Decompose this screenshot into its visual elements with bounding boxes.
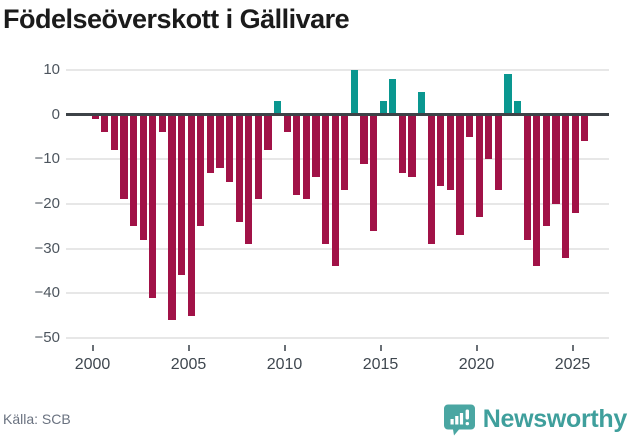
y-axis-label--50: −50 <box>34 329 60 346</box>
bar-2004-H2[interactable] <box>177 114 186 276</box>
bar-2024-H1[interactable] <box>552 114 560 204</box>
y-axis-label--20: −20 <box>34 194 60 212</box>
bar-2001-H2[interactable] <box>120 114 128 200</box>
bar-2008-H1[interactable] <box>245 114 253 245</box>
newsworthy-logo[interactable]: Newsworthy <box>443 402 627 436</box>
y-axis-label--30: −30 <box>34 239 60 257</box>
source-label: Källa: SCB <box>3 411 71 427</box>
bar-2000-H1[interactable] <box>91 114 99 119</box>
x-tick-2005 <box>187 345 190 351</box>
bar-2018-H1[interactable] <box>437 114 445 187</box>
y-axis-label--10: −10 <box>34 150 60 168</box>
bar-2006-H1[interactable] <box>206 114 214 173</box>
gridline-y--50 <box>66 337 609 339</box>
gridline-y--40 <box>66 292 609 295</box>
gridline-y-10 <box>66 68 609 71</box>
chart-title: Födelseöverskott i Gällivare <box>3 4 350 34</box>
x-axis-label-2025: 2025 <box>554 356 591 373</box>
x-axis-label-2000: 2000 <box>74 356 111 373</box>
bar-2007-H1[interactable] <box>225 114 234 182</box>
bar-2003-H2[interactable] <box>158 114 166 133</box>
bar-2016-H1[interactable] <box>398 114 406 173</box>
newsworthy-wordmark: Newsworthy <box>482 404 628 433</box>
bar-2016-H2[interactable] <box>408 114 416 178</box>
bar-2015-H2[interactable] <box>389 78 397 115</box>
x-axis-label-2015: 2015 <box>362 356 399 373</box>
bar-2006-H2[interactable] <box>216 114 224 169</box>
bar-2013-H2[interactable] <box>350 69 358 115</box>
bar-2019-H2[interactable] <box>465 114 474 137</box>
bar-2020-H1[interactable] <box>475 114 483 218</box>
x-axis-label-2005: 2005 <box>170 356 207 373</box>
bar-2025-H1[interactable] <box>571 114 579 213</box>
x-tick-2010 <box>283 345 286 351</box>
bar-2019-H1[interactable] <box>456 114 464 236</box>
bar-2021-H1[interactable] <box>494 114 502 191</box>
bar-2013-H1[interactable] <box>341 114 349 191</box>
x-axis-label-2010: 2010 <box>266 356 303 373</box>
bar-2014-H1[interactable] <box>360 114 368 164</box>
y-axis-label-0: 0 <box>51 105 60 123</box>
y-axis-label--40: −40 <box>34 284 60 302</box>
bar-2015-H1[interactable] <box>379 101 387 115</box>
bar-2002-H1[interactable] <box>129 114 138 227</box>
bar-2025-H2[interactable] <box>581 114 589 142</box>
zero-axis-line <box>66 113 609 116</box>
bar-2023-H1[interactable] <box>533 114 541 267</box>
bar-2010-H1[interactable] <box>283 114 291 133</box>
x-axis-label-2020: 2020 <box>458 356 495 373</box>
bar-2017-H1[interactable] <box>417 92 426 115</box>
x-tick-2020 <box>475 345 478 351</box>
bar-2022-H2[interactable] <box>523 114 531 240</box>
newsworthy-icon <box>443 404 475 435</box>
bar-2021-H2[interactable] <box>504 74 512 115</box>
y-axis-label-10: 10 <box>43 60 60 78</box>
bar-2017-H2[interactable] <box>427 114 435 245</box>
bar-2020-H2[interactable] <box>485 114 493 160</box>
bar-2010-H2[interactable] <box>293 114 301 195</box>
bar-2009-H1[interactable] <box>264 114 272 151</box>
bar-2023-H2[interactable] <box>542 114 550 227</box>
x-tick-2000 <box>91 345 94 351</box>
bar-2018-H2[interactable] <box>446 114 454 191</box>
bar-2000-H2[interactable] <box>101 114 109 133</box>
bar-2012-H1[interactable] <box>321 114 330 245</box>
bar-2012-H2[interactable] <box>331 114 339 267</box>
bar-2002-H2[interactable] <box>139 114 147 240</box>
bar-2014-H2[interactable] <box>369 114 378 231</box>
bar-2005-H1[interactable] <box>187 114 195 316</box>
bar-2008-H2[interactable] <box>254 114 262 200</box>
bar-2022-H1[interactable] <box>513 101 522 115</box>
bar-2011-H1[interactable] <box>302 114 310 200</box>
bar-2005-H2[interactable] <box>197 114 205 227</box>
bar-2004-H1[interactable] <box>168 114 176 321</box>
x-tick-2025 <box>571 345 574 351</box>
x-tick-2015 <box>379 345 382 351</box>
bar-2024-H2[interactable] <box>561 114 570 258</box>
bar-2009-H2[interactable] <box>273 101 282 115</box>
bar-2011-H2[interactable] <box>312 114 320 178</box>
bar-2007-H2[interactable] <box>235 114 243 222</box>
bar-2001-H1[interactable] <box>110 114 118 151</box>
bar-2003-H1[interactable] <box>149 114 157 298</box>
